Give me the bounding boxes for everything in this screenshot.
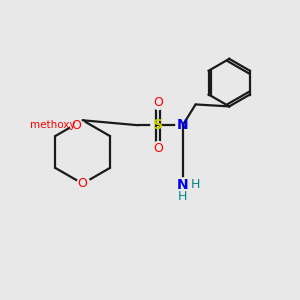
Text: O: O bbox=[78, 177, 88, 190]
Text: methoxy: methoxy bbox=[30, 120, 76, 130]
Text: S: S bbox=[153, 118, 163, 132]
Text: O: O bbox=[153, 96, 163, 109]
Text: H: H bbox=[178, 190, 188, 203]
Text: O: O bbox=[153, 142, 163, 154]
Text: H: H bbox=[191, 178, 200, 191]
Text: N: N bbox=[177, 178, 188, 192]
Text: N: N bbox=[177, 118, 188, 132]
Text: O: O bbox=[72, 119, 82, 132]
